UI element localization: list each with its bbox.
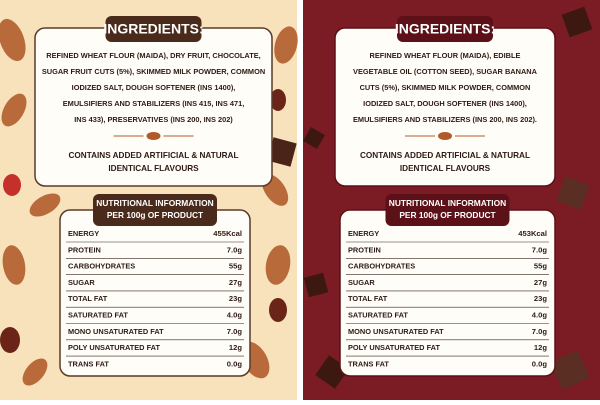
nutrition-header bbox=[93, 194, 217, 226]
nutrition-title: NUTRITIONAL INFORMATION bbox=[389, 198, 506, 208]
nutrient-name: CARBOHYDRATES bbox=[348, 262, 415, 271]
ingredients-title: INGREDIENTS: bbox=[395, 21, 495, 37]
ingredient-line: CUTS (5%), SKIMMED MILK POWDER, COMMON bbox=[360, 83, 531, 92]
nutrient-value: 453Kcal bbox=[518, 229, 547, 238]
nutrient-name: TOTAL FAT bbox=[348, 294, 388, 303]
nutrient-value: 55g bbox=[534, 262, 547, 271]
ingredients-title: INGREDIENTS: bbox=[103, 21, 203, 37]
nutrient-name: ENERGY bbox=[348, 229, 379, 238]
nutrient-value: 23g bbox=[229, 294, 242, 303]
nutrient-value: 7.0g bbox=[532, 327, 548, 336]
nutrient-value: 455Kcal bbox=[213, 229, 242, 238]
nutrition-header bbox=[385, 194, 510, 226]
nutrient-value: 0.0g bbox=[227, 359, 243, 368]
ingredient-line: INS 433), PRESERVATIVES (INS 200, INS 20… bbox=[74, 115, 233, 124]
ingredient-line: VEGETABLE OIL (COTTON SEED), SUGAR BANAN… bbox=[353, 67, 538, 76]
divider bbox=[297, 0, 303, 400]
ingredient-line: REFINED WHEAT FLOUR (MAIDA), EDIBLE bbox=[370, 51, 521, 60]
nutrition-title: PER 100g OF PRODUCT bbox=[399, 210, 496, 220]
nutrient-value: 7.0g bbox=[227, 245, 243, 254]
ingredient-line: EMULSIFIERS AND STABILIZERS (INS 200, IN… bbox=[353, 115, 537, 124]
flavour-note: IDENTICAL FLAVOURS bbox=[108, 164, 199, 173]
nutrient-name: SUGAR bbox=[348, 278, 375, 287]
nutrient-name: ENERGY bbox=[68, 229, 99, 238]
nutrient-value: 12g bbox=[534, 343, 547, 352]
flavour-note: IDENTICAL FLAVOURS bbox=[400, 164, 491, 173]
nutrient-value: 27g bbox=[229, 278, 242, 287]
nutrient-value: 23g bbox=[534, 294, 547, 303]
nutrient-name: SATURATED FAT bbox=[348, 310, 408, 319]
nutrient-value: 27g bbox=[534, 278, 547, 287]
ingredients-header bbox=[397, 16, 493, 42]
nutrient-name: POLY UNSATURATED FAT bbox=[68, 343, 160, 352]
nutrient-value: 12g bbox=[229, 343, 242, 352]
nutrient-value: 55g bbox=[229, 262, 242, 271]
nutrient-name: MONO UNSATURATED FAT bbox=[348, 327, 444, 336]
nutrient-value: 7.0g bbox=[227, 327, 243, 336]
flavour-note: CONTAINS ADDED ARTIFICIAL & NATURAL bbox=[360, 151, 530, 160]
nutrient-name: SUGAR bbox=[68, 278, 95, 287]
ingredient-line: EMULSIFIERS AND STABILIZERS (INS 415, IN… bbox=[63, 99, 245, 108]
nutrient-name: CARBOHYDRATES bbox=[68, 262, 135, 271]
separator-icon bbox=[146, 132, 161, 140]
raisins bbox=[0, 89, 287, 353]
ingredient-line: SUGAR FRUIT CUTS (5%), SKIMMED MILK POWD… bbox=[42, 67, 265, 76]
nutrient-value: 4.0g bbox=[532, 311, 548, 320]
nutrient-value: 4.0g bbox=[227, 311, 243, 320]
nutrient-value: 0.0g bbox=[532, 359, 548, 368]
nutrient-name: MONO UNSATURATED FAT bbox=[68, 327, 164, 336]
nutrient-name: SATURATED FAT bbox=[68, 310, 128, 319]
nutrient-name: PROTEIN bbox=[348, 245, 381, 254]
nutrient-name: PROTEIN bbox=[68, 245, 101, 254]
flavour-note: CONTAINS ADDED ARTIFICIAL & NATURAL bbox=[69, 151, 239, 160]
nutrient-name: TRANS FAT bbox=[68, 359, 109, 368]
nutrient-name: POLY UNSATURATED FAT bbox=[348, 343, 440, 352]
nutrient-value: 7.0g bbox=[532, 245, 548, 254]
nutrition-title: PER 100g OF PRODUCT bbox=[107, 210, 204, 220]
ingredient-line: IODIZED SALT, DOUGH SOFTENER (INS 1400), bbox=[72, 83, 236, 92]
ingredient-line: IODIZED SALT, DOUGH SOFTENER (INS 1400), bbox=[363, 99, 527, 108]
ingredient-line: REFINED WHEAT FLOUR (MAIDA), DRY FRUIT, … bbox=[46, 51, 260, 60]
nutrition-title: NUTRITIONAL INFORMATION bbox=[96, 198, 213, 208]
nutrient-name: TRANS FAT bbox=[348, 359, 389, 368]
separator-icon bbox=[438, 132, 452, 140]
ingredients-header bbox=[105, 16, 202, 42]
nutrient-name: TOTAL FAT bbox=[68, 294, 108, 303]
